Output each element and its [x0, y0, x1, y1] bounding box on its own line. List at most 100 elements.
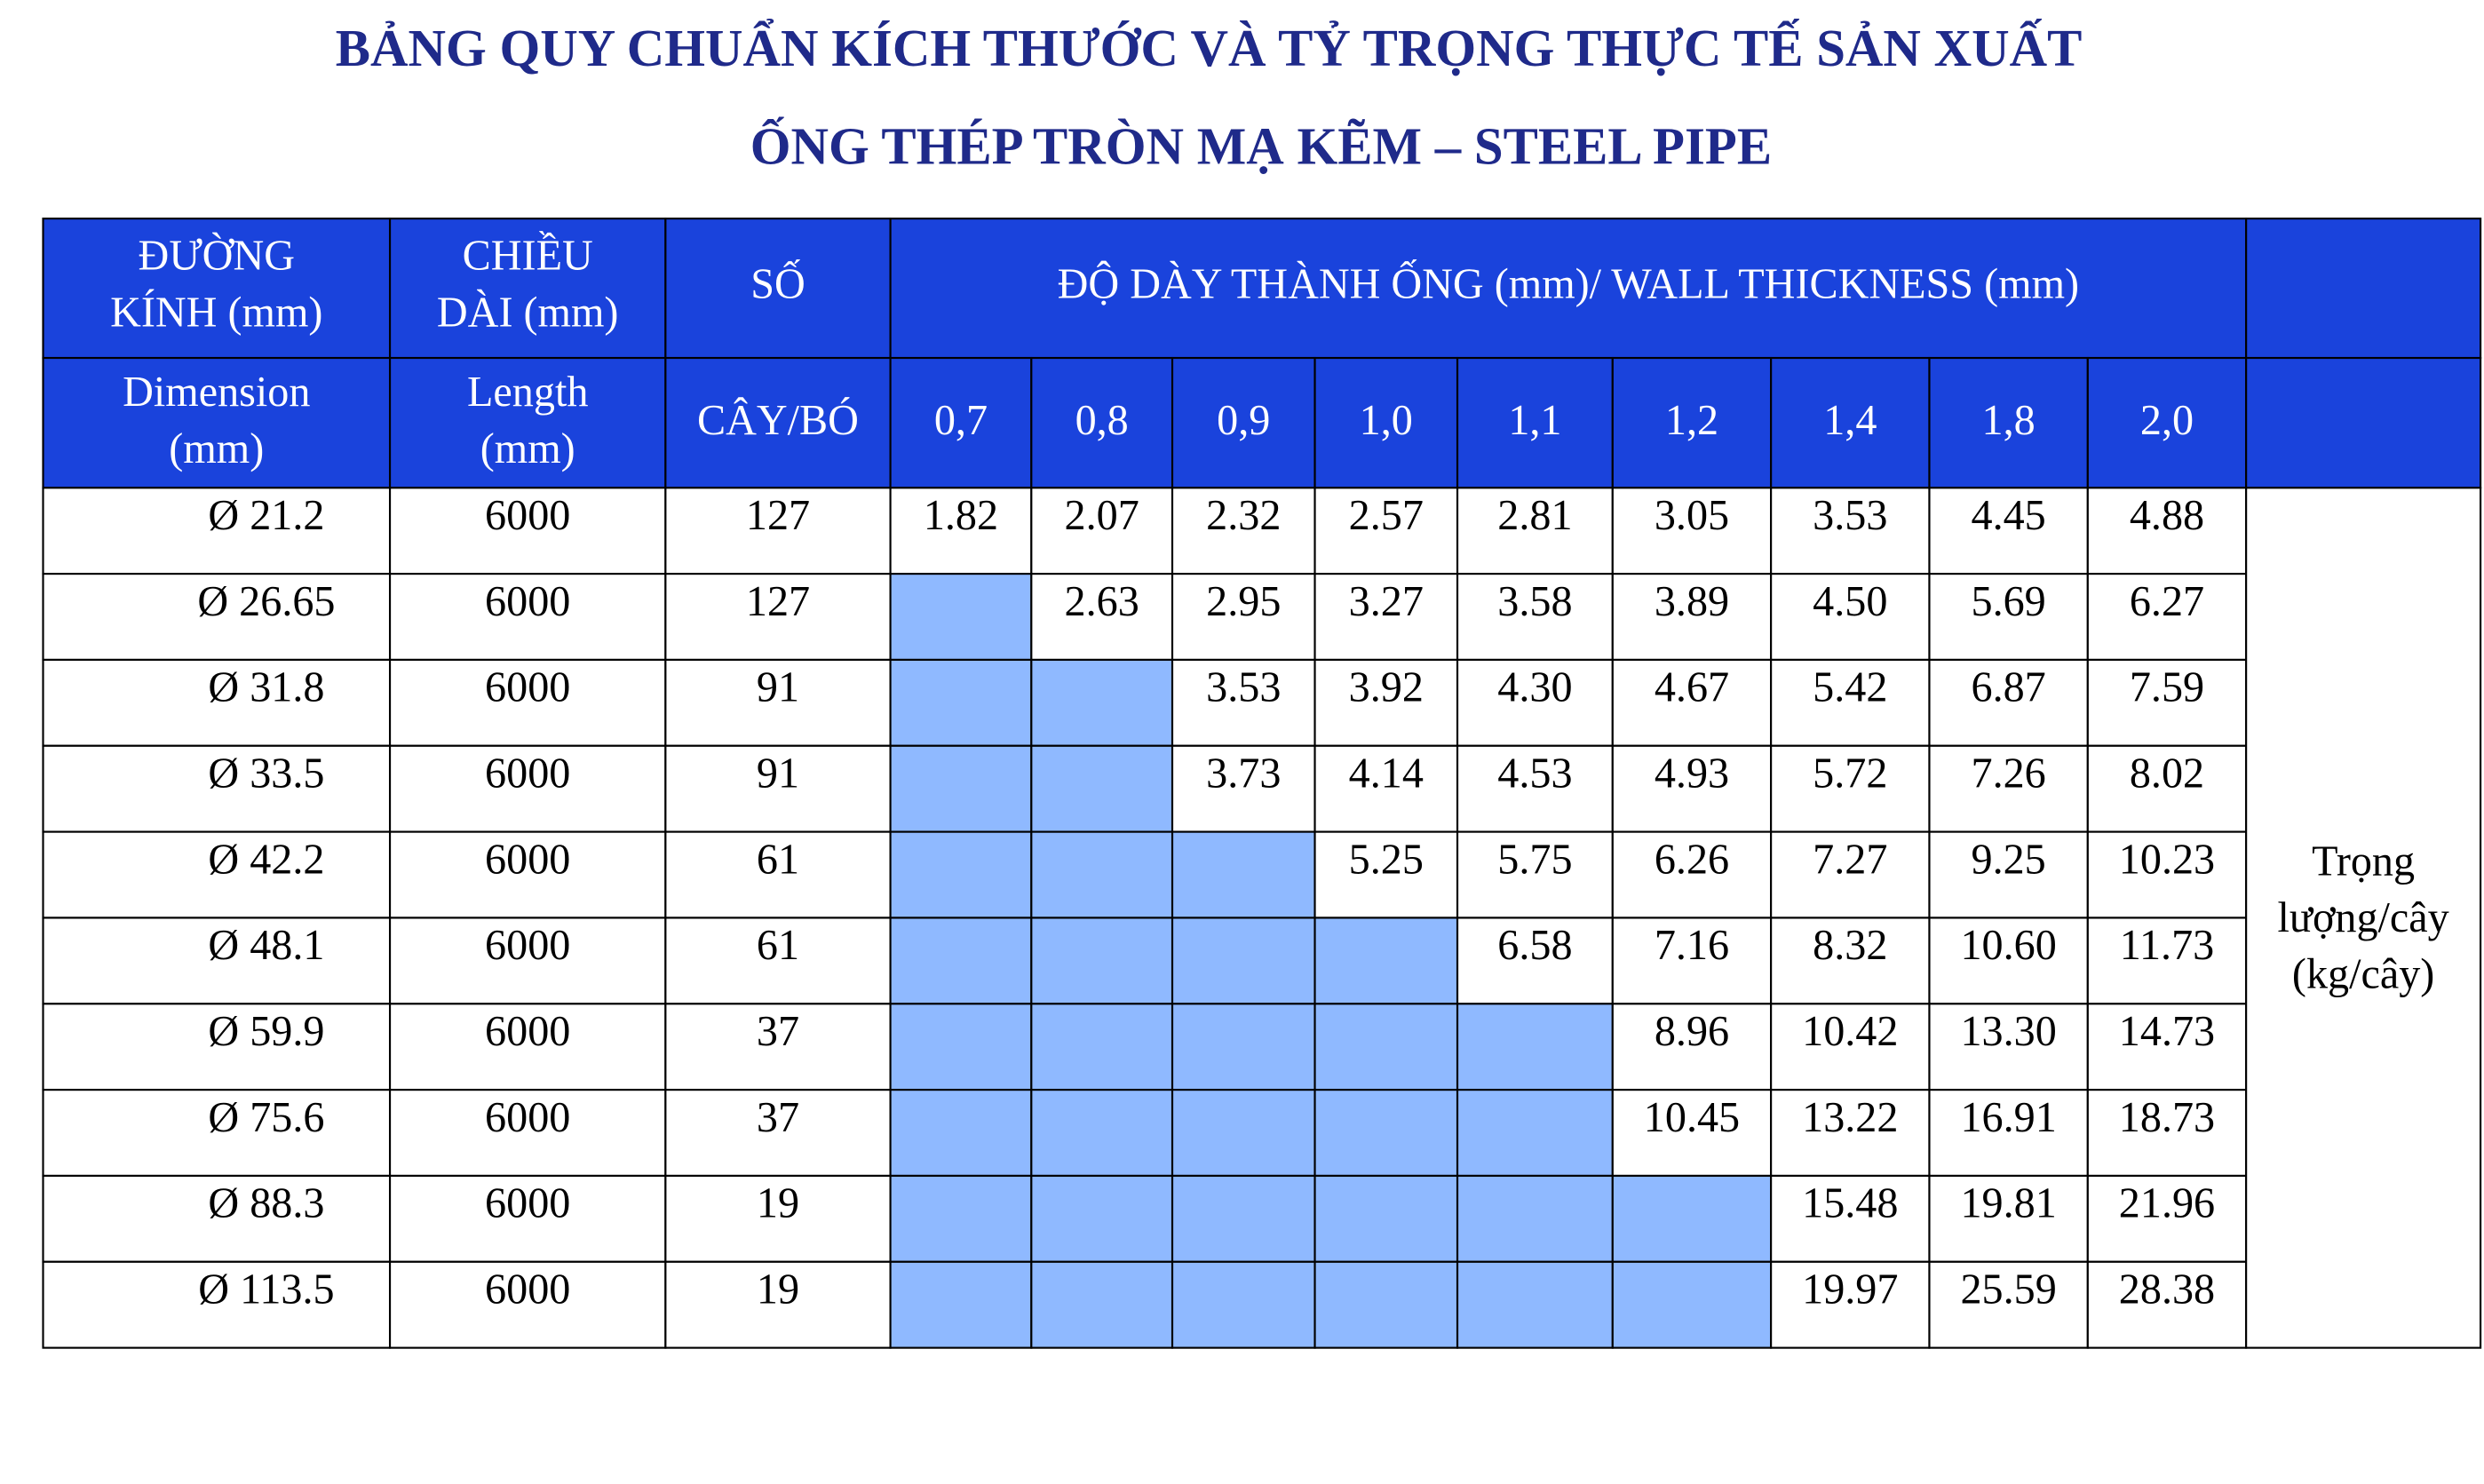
cell-text: 6.26 [1655, 836, 1729, 883]
header-text: KÍNH (mm) [110, 290, 322, 337]
thickness-label: 0,8 [1075, 397, 1129, 444]
cell-text: 2.07 [1065, 492, 1139, 539]
cell-text: 28.38 [2119, 1266, 2215, 1313]
cell-text: 5.25 [1349, 836, 1424, 883]
cell-text: 19 [757, 1266, 799, 1313]
table-cell [1456, 917, 1614, 1005]
cell-text: 91 [757, 664, 799, 711]
cell-text: 7.26 [1972, 750, 2046, 797]
header-text: ĐƯỜNG [139, 232, 295, 280]
header-text: Dimension [123, 369, 310, 416]
cell-text: 7.59 [2130, 664, 2204, 711]
cell-text: 6000 [485, 1180, 570, 1227]
table-cell [1171, 487, 1316, 575]
table-cell [1456, 658, 1614, 747]
cell-text: 18.73 [2119, 1094, 2215, 1141]
cell-text: 10.23 [2119, 836, 2215, 883]
table-cell [1456, 744, 1614, 833]
cell-text: 6.27 [2130, 578, 2204, 625]
note-text: Trọng [2312, 838, 2415, 885]
table-cell [2086, 830, 2248, 919]
cell-text: 8.96 [1655, 1008, 1729, 1055]
table-cell [1030, 830, 1174, 919]
table-cell [1171, 1174, 1316, 1263]
cell-text: Ø 59.9 [208, 1008, 324, 1055]
table-cell [889, 658, 1033, 747]
cell-text: 10.60 [1960, 922, 2056, 969]
header-text: Length [467, 369, 588, 416]
table-cell [1456, 1003, 1614, 1091]
cell-text: 5.72 [1813, 750, 1887, 797]
table-cell [1030, 917, 1174, 1005]
table-cell [1313, 917, 1459, 1005]
cell-text: 19.81 [1960, 1180, 2056, 1227]
thickness-label: 1,2 [1665, 397, 1718, 444]
table-cell [1030, 658, 1174, 747]
note-text: lượng/cây [2277, 894, 2448, 941]
table-cell [2086, 487, 2248, 575]
cell-text: 3.53 [1813, 492, 1887, 539]
table-cell [1171, 744, 1316, 833]
header-cell [889, 356, 1033, 489]
cell-text: 2.32 [1206, 492, 1281, 539]
table-cell [1770, 1174, 1931, 1263]
cell-text: 6.87 [1972, 664, 2046, 711]
cell-text: 61 [757, 836, 799, 883]
table-cell [1456, 1260, 1614, 1349]
cell-text: 16.91 [1960, 1094, 2056, 1141]
table-cell [1456, 1089, 1614, 1178]
header-text: CÂY/BÓ [697, 396, 859, 444]
cell-text: Ø 26.65 [197, 578, 335, 625]
table-cell [1456, 1174, 1614, 1263]
cell-text: 21.96 [2119, 1180, 2215, 1227]
table-cell [1770, 917, 1931, 1005]
table-cell [42, 744, 392, 833]
table-cell [1171, 1260, 1316, 1349]
table-cell [42, 487, 392, 575]
cell-text: 7.16 [1655, 922, 1729, 969]
title-line: ỐNG THÉP TRÒN MẠ KẼM – STEEL PIPE [750, 117, 1772, 176]
table-cell [664, 1003, 892, 1091]
cell-text: 6.58 [1497, 922, 1572, 969]
table-cell [664, 1260, 892, 1349]
cell-text: 13.22 [1802, 1094, 1898, 1141]
table-cell [1770, 830, 1931, 919]
thickness-label: 1,0 [1360, 397, 1413, 444]
cell-text: 6000 [485, 750, 570, 797]
header-cell [664, 218, 892, 360]
cell-text: 3.89 [1655, 578, 1729, 625]
cell-text: 14.73 [2119, 1008, 2215, 1055]
header-cell [1611, 356, 1773, 489]
header-cell [2245, 356, 2482, 489]
table-cell [1171, 1089, 1316, 1178]
cell-text: 13.30 [1960, 1008, 2056, 1055]
table-cell [1030, 1174, 1174, 1263]
thickness-label: 2,0 [2140, 397, 2194, 444]
table-cell [889, 1089, 1033, 1178]
table-cell [889, 487, 1033, 575]
table-cell [388, 917, 667, 1005]
cell-text: 127 [746, 492, 810, 539]
cell-text: 19.97 [1802, 1266, 1898, 1313]
table-cell [2086, 744, 2248, 833]
header-cell [889, 218, 2248, 360]
table-cell [889, 917, 1033, 1005]
table-cell [1611, 1174, 1773, 1263]
table-cell [1611, 744, 1773, 833]
cell-text: 8.02 [2130, 750, 2204, 797]
table-cell [1171, 830, 1316, 919]
thickness-label: 1,8 [1982, 397, 2036, 444]
cell-text: 10.42 [1802, 1008, 1898, 1055]
cell-text: Ø 42.2 [208, 836, 324, 883]
cell-text: Ø 113.5 [198, 1266, 334, 1313]
cell-text: 19 [757, 1180, 799, 1227]
table-cell [1171, 658, 1316, 747]
table-cell [1770, 658, 1931, 747]
cell-text: 2.57 [1349, 492, 1424, 539]
table-cell [1611, 1089, 1773, 1178]
table-cell [1611, 573, 1773, 662]
table-cell [1611, 1260, 1773, 1349]
table-cell [1313, 1260, 1459, 1349]
cell-text: 25.59 [1960, 1266, 2056, 1313]
